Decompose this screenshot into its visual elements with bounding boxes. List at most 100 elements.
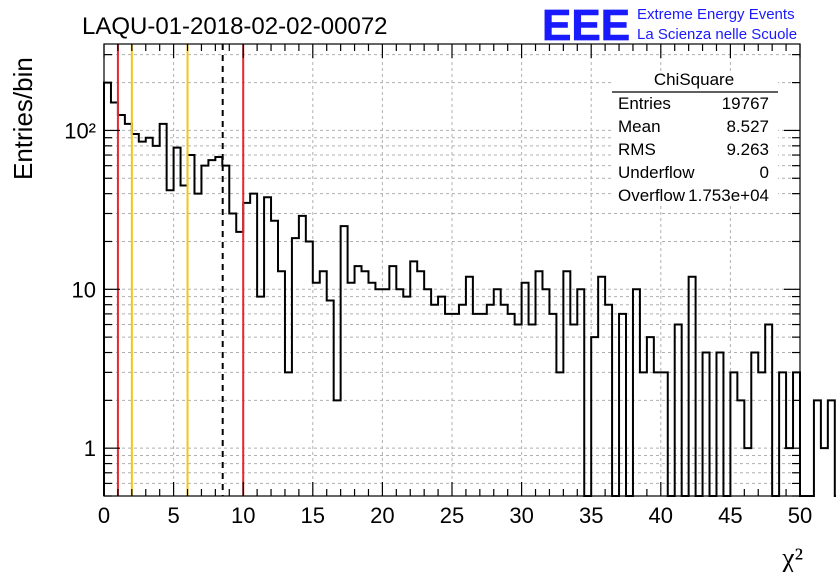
histogram-bin [292, 238, 299, 496]
histogram-bin [389, 266, 396, 496]
histogram-bin [814, 400, 821, 496]
histogram-bin [424, 289, 431, 496]
histogram-bin [542, 289, 549, 496]
histogram-bin [174, 148, 181, 496]
histogram-bin [285, 372, 292, 496]
x-tick-label: 40 [649, 503, 673, 528]
histogram-outline [103, 81, 836, 497]
x-axis-label: χ² [781, 543, 803, 572]
histogram-bin [250, 194, 257, 496]
histogram-bin [208, 160, 215, 496]
histogram-bin [765, 325, 772, 496]
stats-value-mean: 8.527 [726, 117, 769, 136]
histogram-bin [257, 297, 264, 496]
histogram-bin [306, 241, 313, 496]
histogram-bin [438, 297, 445, 496]
stats-label-mean: Mean [618, 117, 661, 136]
histogram-bin [549, 314, 556, 496]
stats-label-underflow: Underflow [618, 163, 695, 182]
axis-ticks: 0 5 10 15 20 25 30 35 40 45 50 1 10 10² [64, 44, 812, 528]
histogram-bin [758, 372, 765, 496]
x-tick-label: 0 [98, 503, 110, 528]
histogram-bin [661, 372, 668, 496]
histogram-bin [118, 115, 125, 496]
histogram-bin [480, 314, 487, 496]
eee-logo: EEE [542, 1, 630, 50]
histogram-bin [181, 186, 188, 496]
org-line-2: La Scienza nelle Scuole [637, 26, 797, 43]
histogram-bin [647, 337, 654, 496]
histogram-bin [355, 266, 362, 496]
histogram-bin [793, 372, 800, 496]
threshold-lines [116, 44, 245, 496]
x-tick-label: 30 [509, 503, 533, 528]
histogram-bin [146, 138, 153, 496]
histogram-bin [779, 372, 786, 496]
histogram-bin [153, 146, 160, 496]
y-tick-label: 10² [64, 118, 96, 143]
histogram-bin [396, 289, 403, 496]
stats-label-entries: Entries [618, 94, 671, 113]
histogram-bin [167, 190, 174, 496]
histogram-bin [111, 102, 118, 496]
histogram-bin [828, 400, 835, 496]
run-title: LAQU-01-2018-02-02-00072 [82, 13, 388, 40]
x-tick-label: 45 [718, 503, 742, 528]
stats-title: ChiSquare [654, 70, 734, 89]
histogram-bin [229, 214, 236, 496]
histogram-bin [188, 155, 195, 496]
histogram-bin [236, 232, 243, 496]
histogram-bin [529, 325, 536, 496]
stats-value-entries: 19767 [722, 94, 769, 113]
histogram-bin [160, 124, 167, 496]
histogram-bin [201, 166, 208, 496]
histogram-bin [139, 142, 146, 496]
org-line-1: Extreme Energy Events [637, 6, 795, 23]
y-axis-label: Entries/bin [8, 57, 38, 180]
x-tick-label: 20 [370, 503, 394, 528]
histogram-bin [403, 297, 410, 496]
y-tick-label: 1 [84, 436, 96, 461]
histogram-bin [703, 353, 710, 496]
stats-value-overflow: 1.753e+04 [688, 186, 769, 205]
histogram-bin [299, 216, 306, 496]
histogram-bin [494, 289, 501, 496]
histogram-bars [103, 81, 836, 497]
stats-value-rms: 9.263 [726, 140, 769, 159]
histogram-bin [716, 353, 723, 496]
histogram-bin [375, 289, 382, 496]
histogram-bin [730, 372, 737, 496]
histogram-bin [633, 289, 640, 496]
stats-box-bg [612, 72, 778, 204]
x-tick-label: 15 [301, 503, 325, 528]
x-tick-label: 10 [231, 503, 255, 528]
histogram-bin [591, 337, 598, 496]
x-tick-label: 25 [440, 503, 464, 528]
stats-box: ChiSquare Entries 19767 Mean 8.527 RMS 9… [612, 70, 778, 205]
histogram-bin [194, 194, 201, 496]
x-tick-label: 5 [167, 503, 179, 528]
histogram-bin [452, 314, 459, 496]
histogram-bin [215, 157, 222, 496]
histogram-bin [132, 134, 139, 496]
histogram-bin [640, 372, 647, 496]
histogram-bin [570, 325, 577, 496]
histogram-bin [508, 314, 515, 496]
stats-label-rms: RMS [618, 140, 656, 159]
x-tick-label: 35 [579, 503, 603, 528]
histogram-bin [271, 221, 278, 496]
stats-value-underflow: 0 [760, 163, 769, 182]
histogram-bin [125, 124, 132, 496]
histogram-bin [382, 289, 389, 496]
histogram-bin [473, 314, 480, 496]
histogram-bin [556, 372, 563, 496]
histogram-bin [445, 314, 452, 496]
histogram-bin [654, 372, 661, 496]
histogram-bin [751, 353, 758, 496]
y-tick-label: 10 [72, 277, 96, 302]
histogram-bin [243, 203, 250, 496]
histogram-bin [577, 289, 584, 496]
histogram-bin [619, 314, 626, 496]
histogram-bin [821, 448, 828, 496]
x-tick-label: 50 [788, 503, 812, 528]
